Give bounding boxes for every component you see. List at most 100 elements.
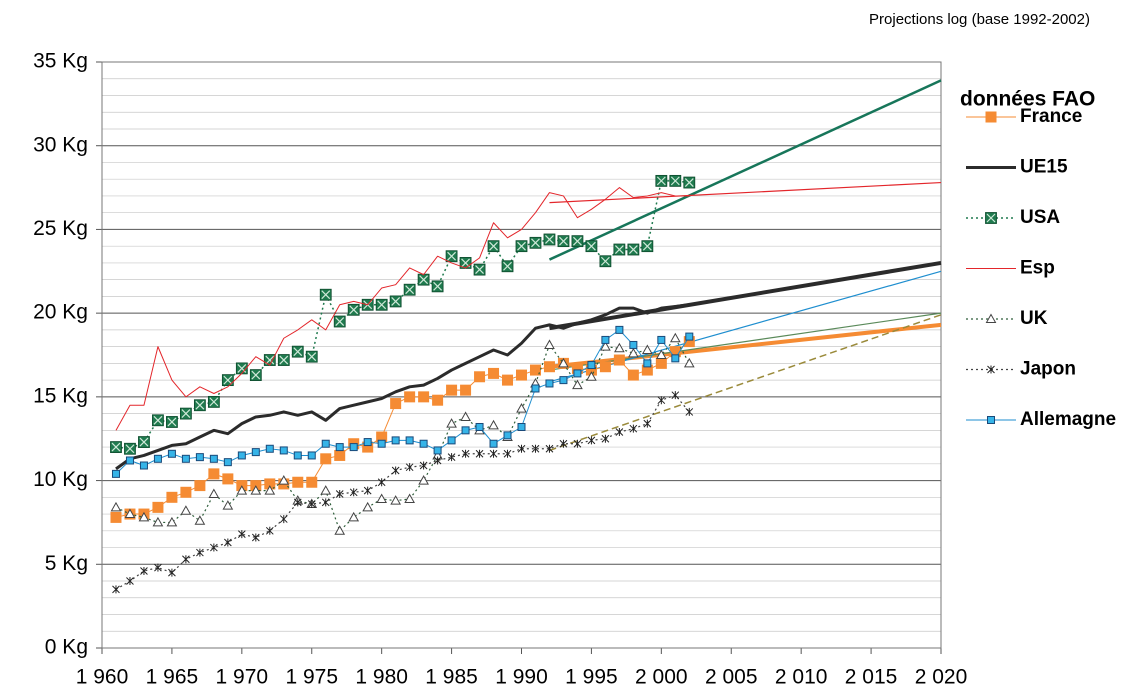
- projection-line: [549, 314, 942, 452]
- marker: [557, 235, 570, 248]
- marker: [585, 240, 598, 253]
- marker: [390, 398, 402, 410]
- marker: [558, 357, 569, 368]
- marker: [543, 233, 556, 246]
- marker-cross: [684, 178, 694, 187]
- marker: [987, 416, 995, 424]
- marker-cross: [223, 375, 233, 385]
- marker: [488, 419, 499, 430]
- marker-cross: [475, 265, 484, 275]
- marker: [376, 431, 388, 443]
- marker: [601, 434, 610, 443]
- marker: [291, 345, 304, 358]
- marker: [264, 478, 276, 490]
- marker: [501, 260, 514, 273]
- marker-cross: [349, 305, 359, 315]
- marker: [210, 543, 218, 552]
- marker-cross: [642, 241, 652, 251]
- marker: [473, 263, 486, 276]
- marker: [333, 315, 346, 328]
- legend-label: Japon: [1020, 359, 1076, 380]
- marker-cross: [545, 235, 554, 244]
- marker: [194, 480, 206, 492]
- marker: [167, 449, 176, 458]
- marker: [600, 341, 611, 351]
- marker: [613, 354, 625, 366]
- marker: [139, 461, 148, 470]
- y-tick-label: 5 Kg: [45, 552, 88, 575]
- marker-cross: [251, 370, 261, 380]
- marker-cross: [419, 275, 429, 285]
- marker: [627, 369, 639, 381]
- marker: [433, 446, 442, 455]
- marker: [349, 443, 358, 452]
- marker: [307, 451, 316, 460]
- marker: [529, 236, 542, 249]
- marker: [376, 493, 388, 503]
- marker: [516, 403, 527, 413]
- marker: [615, 428, 624, 437]
- marker: [196, 548, 204, 557]
- marker: [319, 288, 332, 301]
- marker: [125, 456, 134, 465]
- marker: [391, 466, 400, 475]
- marker: [628, 347, 639, 358]
- marker: [599, 361, 611, 373]
- marker: [641, 344, 653, 354]
- y-tick-label: 0 Kg: [45, 636, 88, 659]
- marker: [655, 174, 668, 187]
- marker-cross: [489, 241, 498, 251]
- marker: [657, 396, 666, 405]
- marker-cross: [195, 400, 205, 410]
- marker-cross: [321, 290, 331, 300]
- marker-cross: [447, 251, 457, 261]
- marker: [335, 443, 344, 452]
- marker: [320, 485, 332, 495]
- marker-cross: [307, 352, 317, 362]
- marker: [181, 454, 190, 463]
- marker: [446, 384, 458, 396]
- marker: [419, 461, 428, 470]
- marker: [669, 346, 681, 358]
- marker: [544, 339, 555, 349]
- legend-title: données FAO: [960, 88, 1095, 111]
- marker: [166, 491, 178, 503]
- marker: [251, 448, 260, 457]
- marker: [447, 453, 456, 462]
- marker: [209, 454, 218, 463]
- marker: [587, 361, 596, 370]
- marker: [446, 418, 457, 428]
- marker: [488, 367, 500, 379]
- marker: [461, 449, 470, 458]
- marker: [223, 458, 232, 467]
- marker: [571, 362, 583, 374]
- marker-cross: [628, 245, 638, 254]
- marker: [460, 384, 472, 396]
- marker: [641, 364, 653, 376]
- marker: [221, 374, 234, 387]
- marker-cross: [573, 236, 582, 246]
- marker: [445, 250, 458, 263]
- marker: [154, 563, 162, 572]
- marker: [377, 439, 386, 448]
- marker: [140, 566, 148, 575]
- marker: [545, 379, 554, 388]
- marker-cross: [433, 281, 443, 291]
- marker: [431, 280, 444, 293]
- marker: [195, 453, 204, 462]
- marker: [585, 364, 597, 376]
- marker: [447, 436, 456, 445]
- marker-cross: [586, 241, 596, 251]
- marker: [264, 485, 276, 495]
- marker: [362, 441, 374, 453]
- marker: [347, 303, 360, 316]
- marker: [277, 354, 290, 366]
- marker: [629, 424, 638, 433]
- x-tick-label: 1 960: [76, 666, 129, 689]
- marker-cross: [670, 176, 680, 186]
- marker: [572, 379, 583, 390]
- marker: [587, 436, 596, 445]
- legend-label: USA: [1020, 207, 1060, 228]
- series-line: [115, 180, 690, 450]
- y-tick-label: 25 Kg: [33, 217, 88, 240]
